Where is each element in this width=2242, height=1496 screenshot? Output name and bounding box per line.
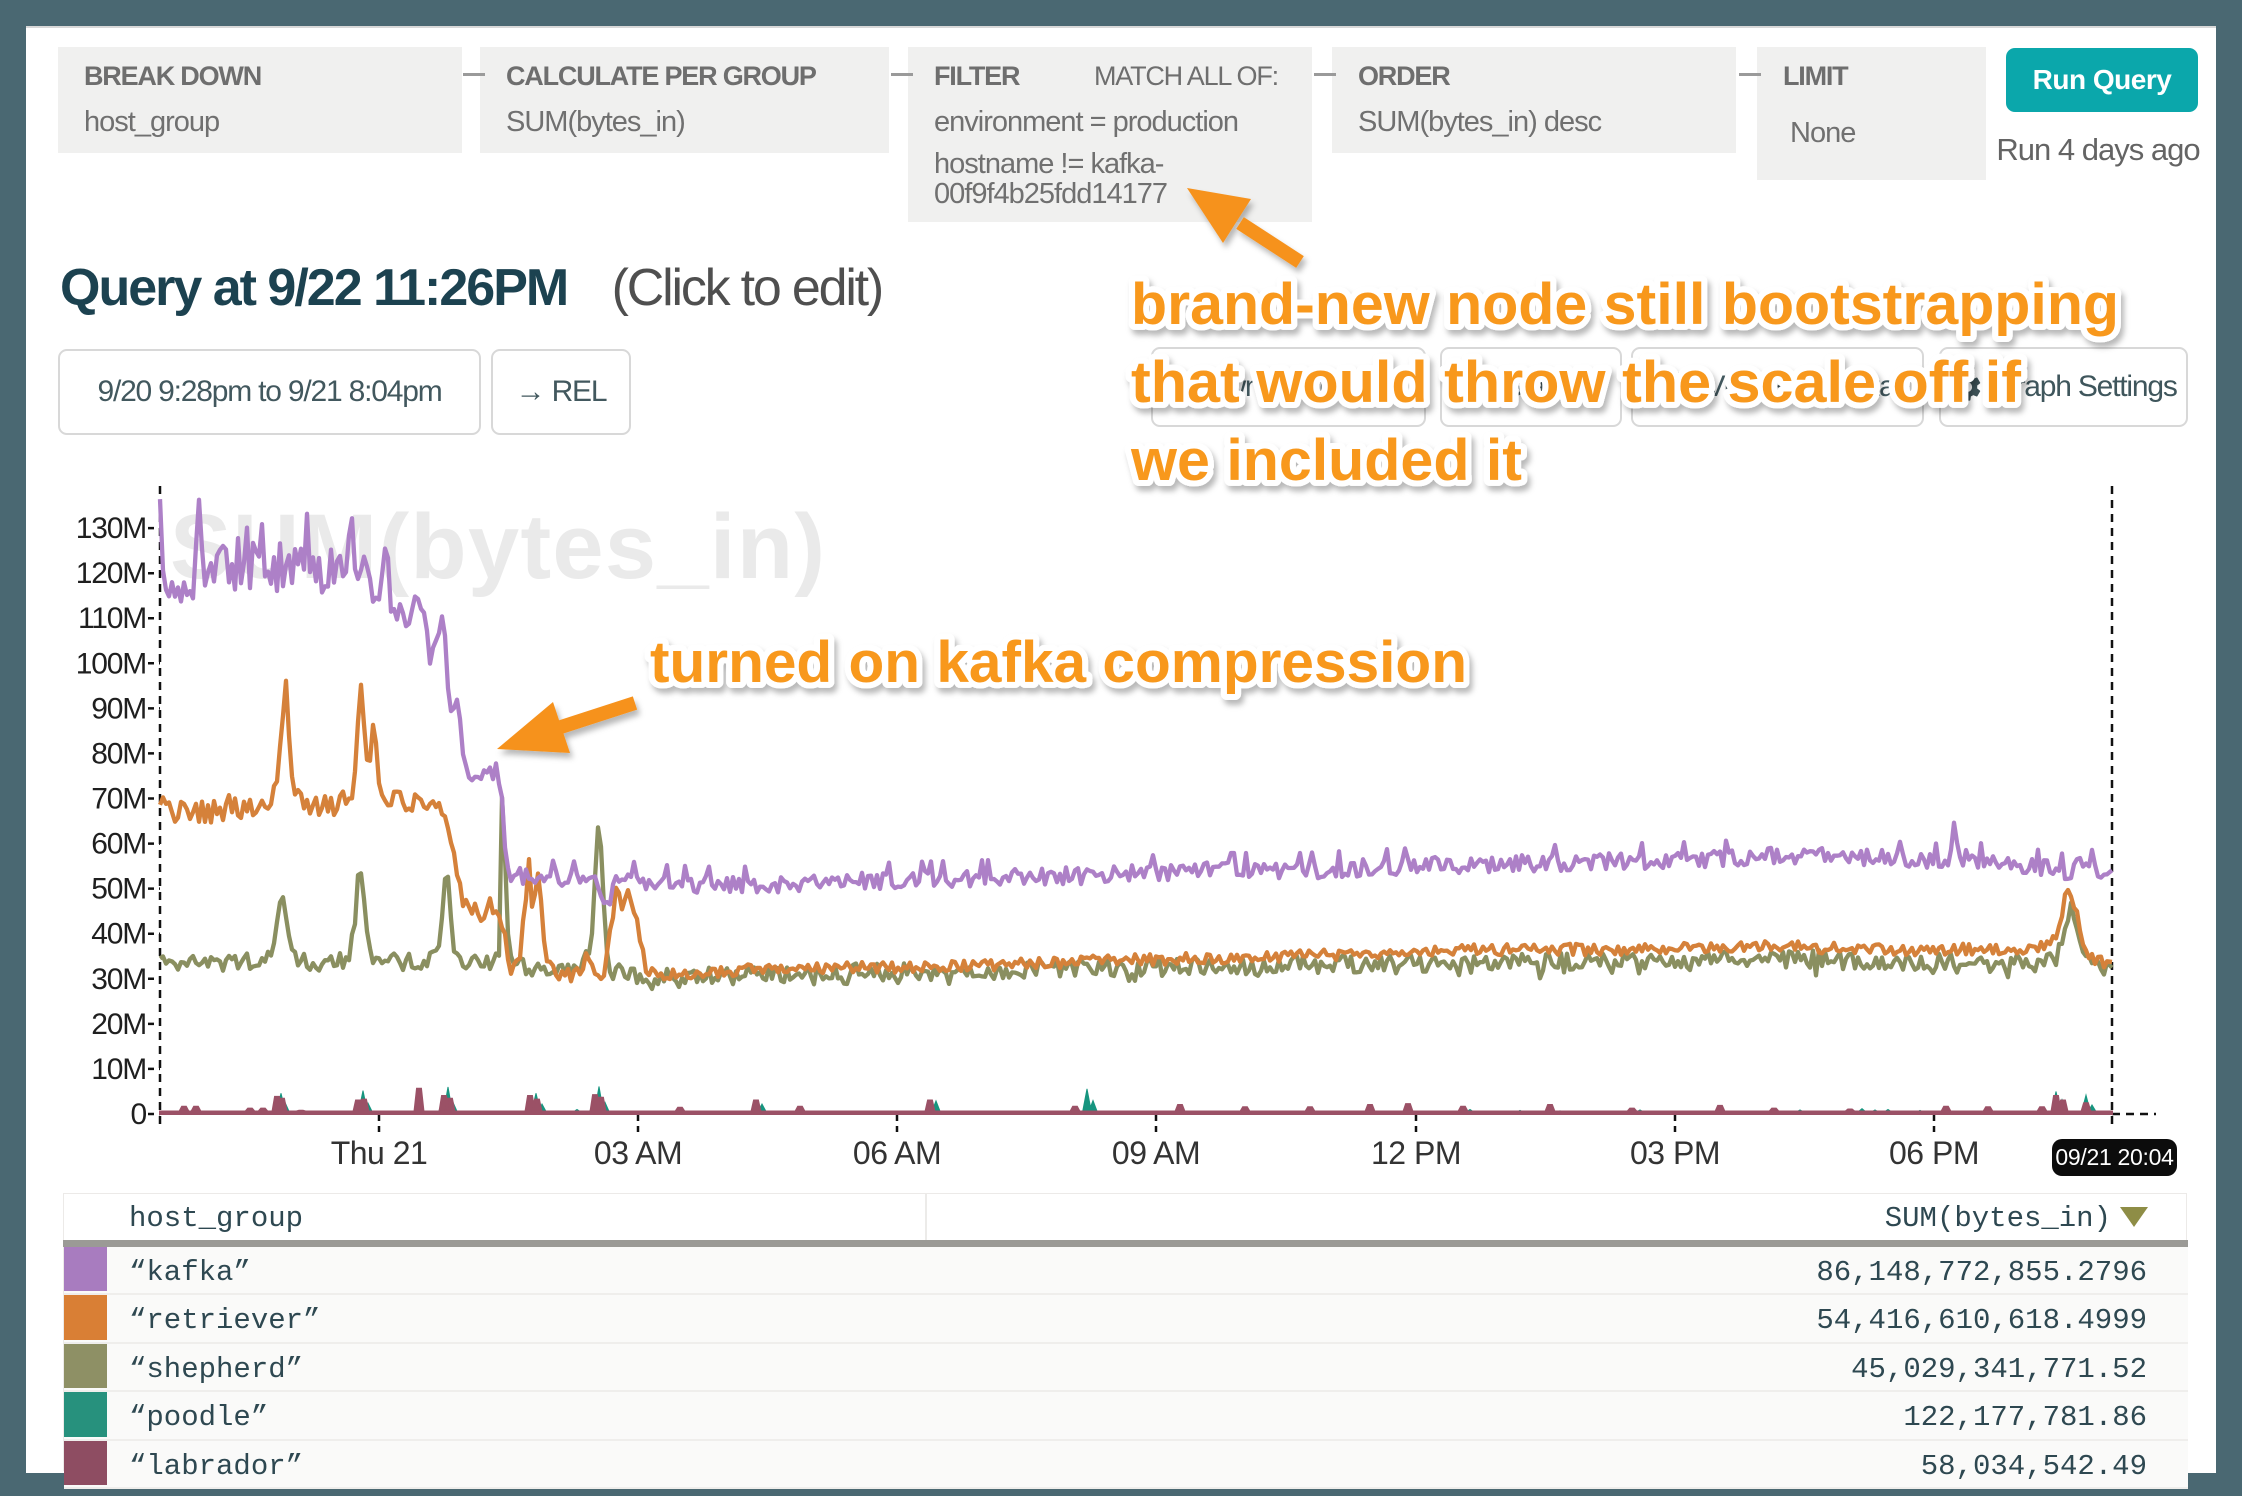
svg-text:06 PM: 06 PM <box>1889 1135 1979 1171</box>
svg-text:20M: 20M <box>91 1008 146 1041</box>
svg-text:130M: 130M <box>76 512 146 545</box>
svg-text:120M: 120M <box>76 557 146 590</box>
svg-text:90M: 90M <box>91 692 146 725</box>
svg-text:70M: 70M <box>91 783 146 816</box>
svg-text:0: 0 <box>131 1098 147 1131</box>
svg-text:turned on kafka compression: turned on kafka compression <box>650 630 1467 695</box>
svg-text:we included it: we included it <box>1130 428 1522 493</box>
svg-text:Thu 21: Thu 21 <box>331 1135 428 1171</box>
svg-text:100M: 100M <box>76 647 146 680</box>
svg-text:40M: 40M <box>91 918 146 951</box>
svg-text:50M: 50M <box>91 873 146 906</box>
svg-text:10M: 10M <box>91 1053 146 1086</box>
svg-text:that would throw the scale off: that would throw the scale off if <box>1131 350 2022 415</box>
svg-text:12 PM: 12 PM <box>1371 1135 1461 1171</box>
svg-text:06 AM: 06 AM <box>853 1135 941 1171</box>
svg-text:brand-new node still bootstrap: brand-new node still bootstrapping <box>1131 272 2119 337</box>
svg-text:09 AM: 09 AM <box>1112 1135 1200 1171</box>
svg-text:30M: 30M <box>91 963 146 996</box>
svg-text:80M: 80M <box>91 737 146 770</box>
svg-text:60M: 60M <box>91 828 146 861</box>
svg-text:110M: 110M <box>78 602 146 635</box>
svg-text:03 AM: 03 AM <box>594 1135 682 1171</box>
svg-text:03 PM: 03 PM <box>1630 1135 1720 1171</box>
